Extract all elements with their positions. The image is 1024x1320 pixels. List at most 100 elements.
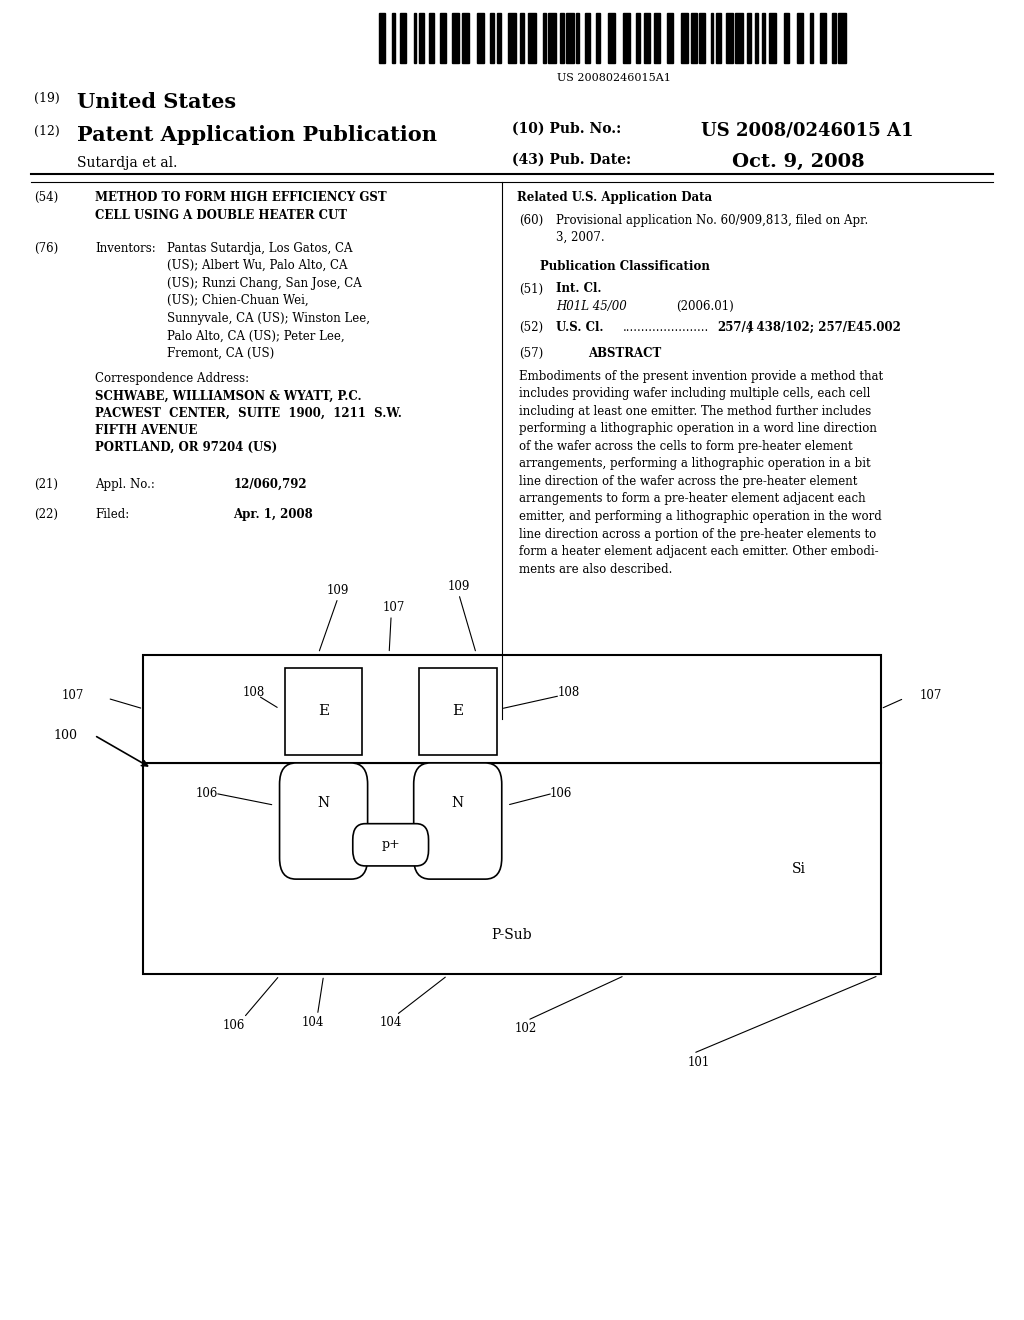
- Bar: [783, 13, 790, 63]
- Text: ments are also described.: ments are also described.: [519, 562, 673, 576]
- Text: Inventors:: Inventors:: [95, 242, 156, 255]
- Bar: [654, 13, 660, 63]
- Text: Embodiments of the present invention provide a method that: Embodiments of the present invention pro…: [519, 370, 884, 383]
- Text: E: E: [318, 705, 329, 718]
- Text: Appl. No.:: Appl. No.:: [95, 478, 155, 491]
- Text: (US); Albert Wu, Palo Alto, CA: (US); Albert Wu, Palo Alto, CA: [167, 259, 347, 272]
- Text: (76): (76): [34, 242, 58, 255]
- Bar: [577, 13, 579, 63]
- Text: Oct. 9, 2008: Oct. 9, 2008: [732, 153, 865, 172]
- Text: 12/060,792: 12/060,792: [233, 478, 307, 491]
- Bar: [419, 668, 497, 755]
- Bar: [691, 13, 696, 63]
- Text: US 20080246015A1: US 20080246015A1: [557, 73, 672, 83]
- Text: 107: 107: [61, 689, 84, 702]
- Bar: [623, 13, 630, 63]
- Bar: [497, 13, 501, 63]
- Text: (52): (52): [519, 321, 544, 334]
- Bar: [419, 13, 425, 63]
- Text: Sunnyvale, CA (US); Winston Lee,: Sunnyvale, CA (US); Winston Lee,: [167, 312, 370, 325]
- FancyBboxPatch shape: [352, 824, 429, 866]
- Bar: [285, 668, 362, 755]
- Bar: [585, 13, 591, 63]
- Text: Palo Alto, CA (US); Peter Lee,: Palo Alto, CA (US); Peter Lee,: [167, 329, 344, 342]
- Text: (12): (12): [34, 125, 59, 139]
- Text: PACWEST  CENTER,  SUITE  1900,  1211  S.W.: PACWEST CENTER, SUITE 1900, 1211 S.W.: [95, 407, 402, 420]
- Bar: [508, 13, 516, 63]
- Bar: [711, 13, 713, 63]
- Text: (22): (22): [34, 508, 57, 521]
- Bar: [726, 13, 733, 63]
- Text: P-Sub: P-Sub: [492, 928, 532, 941]
- Bar: [566, 13, 573, 63]
- Text: 109: 109: [447, 579, 470, 593]
- Text: form a heater element adjacent each emitter. Other embodi-: form a heater element adjacent each emit…: [519, 545, 879, 558]
- Text: Sutardja et al.: Sutardja et al.: [77, 156, 177, 170]
- Bar: [748, 13, 752, 63]
- Text: METHOD TO FORM HIGH EFFICIENCY GST: METHOD TO FORM HIGH EFFICIENCY GST: [95, 191, 387, 205]
- Text: ABSTRACT: ABSTRACT: [588, 347, 662, 360]
- Bar: [429, 13, 434, 63]
- Text: performing a lithographic operation in a word line direction: performing a lithographic operation in a…: [519, 422, 877, 436]
- Text: 102: 102: [514, 1022, 537, 1035]
- Bar: [762, 13, 765, 63]
- Text: ; 438/102; 257/E45.002: ; 438/102; 257/E45.002: [748, 321, 900, 334]
- Text: E: E: [453, 705, 463, 718]
- Text: Related U.S. Application Data: Related U.S. Application Data: [517, 191, 712, 205]
- Bar: [143, 655, 881, 763]
- Text: SCHWABE, WILLIAMSON & WYATT, P.C.: SCHWABE, WILLIAMSON & WYATT, P.C.: [95, 389, 361, 403]
- Bar: [520, 13, 524, 63]
- Text: (US); Chien-Chuan Wei,: (US); Chien-Chuan Wei,: [167, 294, 308, 308]
- Text: U.S. Cl.: U.S. Cl.: [556, 321, 603, 334]
- Bar: [477, 13, 484, 63]
- Text: 108: 108: [243, 686, 265, 700]
- Text: N: N: [317, 796, 330, 809]
- Text: 106: 106: [196, 787, 218, 800]
- Bar: [839, 13, 846, 63]
- Text: 104: 104: [380, 1016, 402, 1030]
- Text: line direction of the wafer across the pre-heater element: line direction of the wafer across the p…: [519, 475, 857, 488]
- Bar: [490, 13, 495, 63]
- Text: (2006.01): (2006.01): [676, 300, 733, 313]
- Text: Filed:: Filed:: [95, 508, 129, 521]
- Bar: [414, 13, 416, 63]
- Bar: [820, 13, 826, 63]
- Bar: [452, 13, 460, 63]
- Text: N: N: [452, 796, 464, 809]
- Text: p+: p+: [381, 838, 400, 851]
- Text: (43) Pub. Date:: (43) Pub. Date:: [512, 153, 631, 168]
- Text: (19): (19): [34, 92, 59, 106]
- Bar: [392, 13, 394, 63]
- Text: Int. Cl.: Int. Cl.: [556, 282, 601, 296]
- Text: 104: 104: [301, 1016, 324, 1030]
- Text: (57): (57): [519, 347, 544, 360]
- Bar: [716, 13, 721, 63]
- Bar: [699, 13, 705, 63]
- Text: of the wafer across the cells to form pre-heater element: of the wafer across the cells to form pr…: [519, 440, 853, 453]
- Bar: [528, 13, 536, 63]
- Bar: [440, 13, 446, 63]
- Text: line direction across a portion of the pre-heater elements to: line direction across a portion of the p…: [519, 528, 877, 541]
- Text: Pantas Sutardja, Los Gatos, CA: Pantas Sutardja, Los Gatos, CA: [167, 242, 352, 255]
- Text: PORTLAND, OR 97204 (US): PORTLAND, OR 97204 (US): [95, 441, 278, 454]
- Bar: [462, 13, 469, 63]
- Text: 106: 106: [222, 1019, 245, 1032]
- Bar: [548, 13, 555, 63]
- Bar: [379, 13, 385, 63]
- Text: (54): (54): [34, 191, 58, 205]
- Text: .......................: .......................: [623, 321, 709, 334]
- Text: Patent Application Publication: Patent Application Publication: [77, 125, 437, 145]
- Text: includes providing wafer including multiple cells, each cell: includes providing wafer including multi…: [519, 387, 870, 400]
- FancyBboxPatch shape: [280, 763, 368, 879]
- Text: Publication Classification: Publication Classification: [540, 260, 710, 273]
- Text: emitter, and performing a lithographic operation in the word: emitter, and performing a lithographic o…: [519, 510, 882, 523]
- Text: 109: 109: [327, 583, 349, 597]
- Text: 107: 107: [383, 601, 406, 614]
- Bar: [596, 13, 600, 63]
- Bar: [543, 13, 546, 63]
- Text: 3, 2007.: 3, 2007.: [556, 231, 604, 244]
- Text: US 2008/0246015 A1: US 2008/0246015 A1: [701, 121, 914, 140]
- FancyBboxPatch shape: [414, 763, 502, 879]
- Text: Provisional application No. 60/909,813, filed on Apr.: Provisional application No. 60/909,813, …: [556, 214, 868, 227]
- Text: 108: 108: [558, 686, 581, 700]
